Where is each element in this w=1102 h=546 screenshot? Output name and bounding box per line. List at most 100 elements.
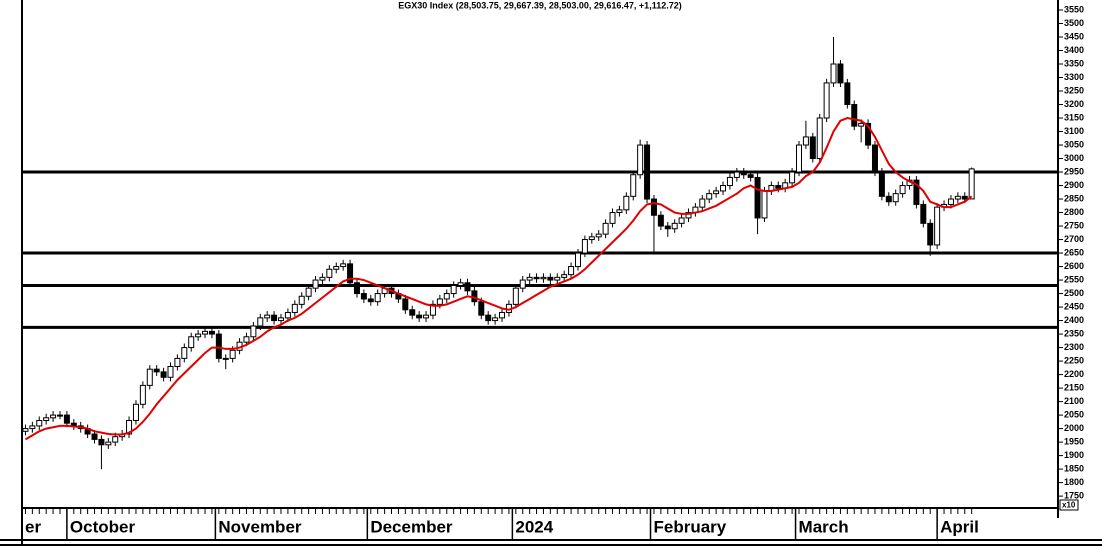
candle-body <box>105 441 112 446</box>
x-tick-label: April <box>940 517 979 536</box>
candle-body <box>554 276 561 281</box>
candle-body <box>747 174 754 178</box>
y-tick-label: 2400 <box>1064 315 1084 325</box>
candle-body <box>215 333 222 359</box>
candle-body <box>754 176 761 219</box>
candle-body <box>436 298 443 305</box>
candle-body <box>367 298 374 303</box>
candle-body <box>533 276 540 280</box>
y-tick-label: 1950 <box>1064 436 1084 446</box>
candle-body <box>278 317 284 322</box>
x-tick-label: October <box>70 517 136 536</box>
y-tick-label: 2300 <box>1064 342 1084 352</box>
candle-body <box>588 236 595 241</box>
y-tick-label: 2450 <box>1064 301 1084 311</box>
candle-body <box>802 136 809 146</box>
candle-body <box>222 357 229 360</box>
y-tick-label: 3150 <box>1064 112 1084 122</box>
candle-body <box>146 368 153 386</box>
candle-body <box>851 104 858 127</box>
candle-body <box>250 325 257 338</box>
candle-body <box>761 190 768 219</box>
candle-body <box>291 303 298 313</box>
candle-body <box>174 357 181 367</box>
candle-body <box>132 403 139 421</box>
candle-body <box>947 198 954 205</box>
y-tick-label: 2650 <box>1064 247 1084 257</box>
candle-body <box>837 63 844 84</box>
candle-body <box>844 82 851 106</box>
candle-body <box>457 282 464 286</box>
y-tick-label: 2250 <box>1064 355 1084 365</box>
candle-body <box>775 185 782 189</box>
candle-body <box>271 314 278 322</box>
candle-body <box>208 330 215 335</box>
candle-body <box>423 314 430 319</box>
candle-body <box>333 266 340 270</box>
candle-body <box>733 171 740 178</box>
candle-body <box>264 314 271 319</box>
candle-body <box>188 336 195 349</box>
candle-body <box>726 176 733 187</box>
candle-body <box>139 384 146 405</box>
candle-body <box>284 311 291 319</box>
candle-body <box>816 117 823 160</box>
candle-body <box>36 419 43 427</box>
candle-body <box>789 171 796 184</box>
candle-body <box>616 209 623 214</box>
candle-body <box>464 282 471 292</box>
x-tick-label: March <box>799 517 849 536</box>
y-tick-label: 2850 <box>1064 193 1084 203</box>
candle-body <box>353 282 360 295</box>
y-tick-label: 2950 <box>1064 166 1084 176</box>
y-tick-label: 1900 <box>1064 450 1084 460</box>
candle-body <box>644 144 651 200</box>
candle-body <box>809 136 816 160</box>
candle-body <box>678 217 685 224</box>
candle-body <box>243 336 250 343</box>
y-tick-label: 2900 <box>1064 180 1084 190</box>
candle-body <box>574 252 581 268</box>
candle-body <box>865 122 872 146</box>
chart-title: EGX30 Index (28,503.75, 29,667.39, 28,50… <box>398 0 681 10</box>
candle-body <box>126 419 133 435</box>
candle-body <box>671 222 678 230</box>
y-tick-label: 3550 <box>1064 4 1084 14</box>
candle-body <box>657 214 664 227</box>
candle-body <box>429 303 436 316</box>
y-tick-label: 3100 <box>1064 126 1084 136</box>
scale-note-box <box>1059 499 1079 511</box>
candle-body <box>885 195 892 203</box>
candle-body <box>443 293 450 300</box>
scale-note: x10 <box>1062 501 1076 510</box>
candle-body <box>340 263 347 268</box>
moving-average-line <box>24 116 973 441</box>
candle-body <box>181 347 188 359</box>
candle-body <box>871 144 878 173</box>
candle-body <box>416 314 423 319</box>
y-tick-label: 2600 <box>1064 261 1084 271</box>
candle-body <box>167 365 174 378</box>
x-tick-label: December <box>370 517 453 536</box>
candle-body <box>664 225 671 230</box>
candle-body <box>540 276 547 280</box>
candle-body <box>229 349 236 359</box>
x-tick-label: February <box>654 517 727 536</box>
x-tick-label: November <box>218 517 302 536</box>
candle-body <box>637 144 644 176</box>
y-tick-label: 2050 <box>1064 409 1084 419</box>
candle-body <box>492 317 499 322</box>
y-tick-label: 3500 <box>1064 18 1084 28</box>
candle-body <box>202 330 209 335</box>
candle-body <box>63 414 70 424</box>
candle-body <box>409 309 416 316</box>
candle-body <box>602 222 609 235</box>
x-tick-label: 2024 <box>515 517 553 536</box>
candle-body <box>892 193 899 203</box>
candle-body <box>195 333 202 338</box>
y-tick-label: 3200 <box>1064 99 1084 109</box>
y-tick-label: 2700 <box>1064 234 1084 244</box>
candle-body <box>927 222 934 246</box>
candle-body <box>650 198 657 216</box>
candle-body <box>796 144 802 173</box>
